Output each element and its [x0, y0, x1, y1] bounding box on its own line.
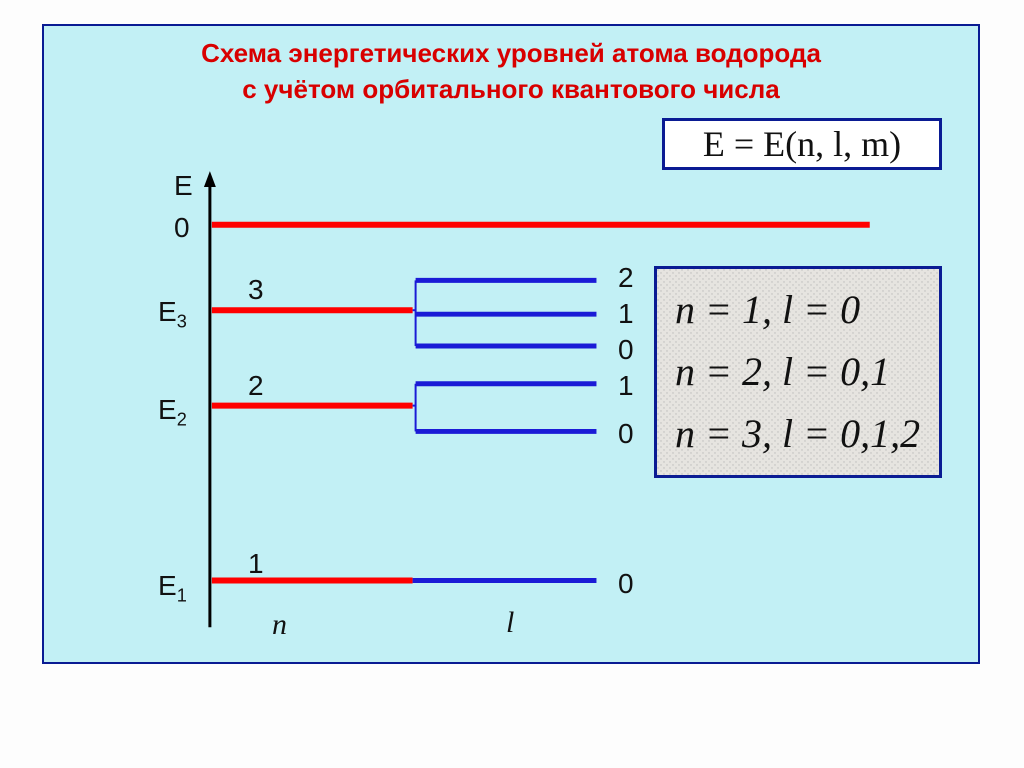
axis-label-zero: 0 [174, 212, 190, 244]
l-axis-label: l [506, 606, 514, 640]
l-label-e3-1: 1 [618, 298, 634, 330]
energy-levels-svg [44, 26, 978, 662]
level-label-e2: E2 [158, 394, 187, 431]
n-label-2: 2 [248, 370, 264, 402]
l-label-e1-0: 0 [618, 568, 634, 600]
l-label-e2-0: 0 [618, 418, 634, 450]
l-label-e2-1: 1 [618, 370, 634, 402]
l-label-e3-0: 0 [618, 334, 634, 366]
level-label-e3: E3 [158, 296, 187, 333]
level-label-e1: E1 [158, 570, 187, 607]
l-label-e3-2: 2 [618, 262, 634, 294]
energy-axis-arrow [204, 171, 216, 187]
n-label-1: 1 [248, 548, 264, 580]
diagram-frame: Схема энергетических уровней атома водор… [42, 24, 980, 664]
page-root: Схема энергетических уровней атома водор… [0, 0, 1024, 768]
axis-label-E: E [174, 170, 193, 202]
n-axis-label: n [272, 608, 287, 642]
n-label-3: 3 [248, 274, 264, 306]
